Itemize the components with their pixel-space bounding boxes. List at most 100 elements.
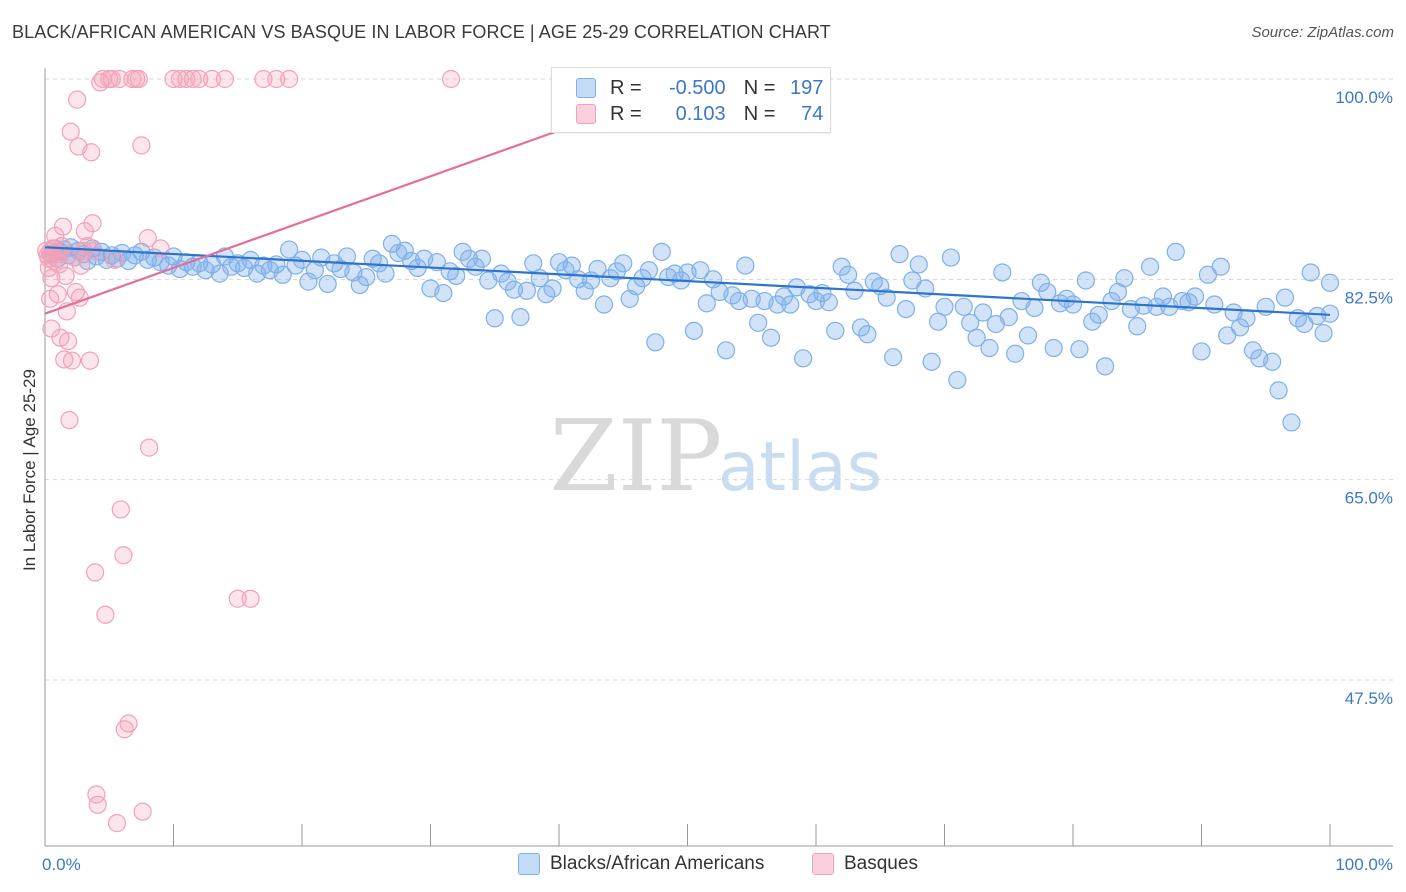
chart-title: BLACK/AFRICAN AMERICAN VS BASQUE IN LABO… (12, 22, 831, 42)
data-point-blacks (1320, 273, 1340, 292)
correlation-legend: R = -0.500 N = 197 R = 0.103 N = 74 (551, 67, 831, 133)
zipatlas-watermark: ZIP atlas (550, 400, 883, 514)
data-point-blacks (716, 341, 736, 360)
data-point-blacks (1314, 324, 1333, 343)
data-point-blacks (1006, 344, 1025, 363)
data-point-blacks (935, 297, 954, 316)
data-point-blacks (1031, 273, 1050, 292)
legend-n-label: N = (743, 76, 776, 99)
data-point-basques (56, 266, 75, 286)
data-point-blacks (588, 259, 607, 279)
data-point-blacks (1083, 312, 1102, 331)
data-point-blacks (941, 248, 961, 267)
data-point-blacks (434, 283, 453, 303)
data-point-blacks (954, 297, 973, 316)
data-point-blacks (1269, 381, 1288, 400)
data-point-blacks (922, 352, 941, 371)
axes (44, 68, 1393, 847)
data-point-basques (123, 69, 142, 89)
data-point-blacks (376, 264, 395, 283)
data-point-blacks (395, 241, 414, 260)
data-point-basques (280, 69, 299, 89)
legend-n-label: N = (743, 102, 776, 125)
data-point-blacks (691, 261, 710, 280)
data-point-blacks (684, 321, 704, 340)
data-point-blacks (781, 295, 800, 314)
data-point-basques (139, 438, 159, 457)
y-tick-label: 47.5% (1345, 689, 1393, 708)
data-point-blacks (485, 309, 504, 328)
data-point-blacks (909, 255, 928, 274)
data-point-blacks (472, 249, 491, 268)
data-point-basques (170, 69, 190, 89)
data-point-basques (241, 589, 260, 608)
data-point-basques (62, 351, 82, 370)
data-point-basques (52, 237, 71, 256)
data-point-blacks (697, 294, 716, 313)
data-point-basques (48, 285, 67, 304)
data-point-blacks (614, 254, 633, 273)
trend-line-basques (44, 127, 566, 315)
data-point-basques (254, 69, 273, 89)
legend-row-basques: R = 0.103 N = 74 (576, 102, 823, 126)
data-point-blacks (890, 245, 909, 264)
data-point-basques (228, 589, 247, 608)
data-point-blacks (999, 308, 1018, 327)
trend-line-blacks (44, 246, 1331, 316)
bottom-legend-swatch-blacks (518, 853, 540, 875)
legend-r-value: 0.103 (675, 102, 726, 125)
data-point-basques (68, 90, 87, 109)
data-point-blacks (543, 279, 562, 298)
data-point-basques (177, 69, 196, 89)
data-point-basques (132, 136, 151, 155)
data-point-basques (215, 69, 234, 89)
data-point-blacks (504, 280, 524, 299)
data-point-blacks (517, 281, 536, 300)
data-point-blacks (749, 313, 768, 332)
data-point-blacks (1218, 326, 1237, 345)
data-point-blacks (1192, 342, 1211, 361)
y-tick-label: 65.0% (1345, 489, 1393, 508)
data-point-blacks (1115, 269, 1134, 288)
data-point-blacks (299, 272, 318, 291)
grid-lines (45, 78, 1393, 681)
data-point-blacks (1025, 298, 1044, 318)
data-point-basques (80, 351, 100, 370)
data-point-blacks (1295, 314, 1314, 334)
data-point-blacks (851, 318, 871, 337)
bottom-legend-basques: Basques (812, 852, 918, 876)
data-point-blacks (967, 328, 986, 347)
data-point-blacks (1230, 318, 1250, 337)
data-point-blacks (639, 261, 659, 280)
data-point-blacks (1063, 295, 1083, 314)
data-point-blacks (1018, 326, 1038, 345)
y-tick-label: 82.5% (1345, 288, 1393, 307)
trend-lines (44, 127, 1331, 316)
y-axis-label: In Labor Force | Age 25-29 (20, 369, 39, 571)
data-point-basques (114, 546, 133, 565)
data-point-blacks (318, 274, 337, 294)
data-point-blacks (665, 264, 684, 283)
data-point-basques (202, 69, 222, 89)
data-point-blacks (993, 263, 1012, 282)
data-point-basques (119, 714, 138, 733)
data-point-blacks (839, 265, 858, 284)
bottom-legend-blacks: Blacks/African Americans (518, 852, 764, 876)
data-point-basques (83, 214, 102, 233)
data-point-blacks (357, 267, 376, 287)
data-point-blacks (1301, 263, 1320, 282)
data-point-blacks (1237, 309, 1256, 328)
data-point-basques (59, 332, 78, 351)
data-point-basques (129, 69, 148, 89)
data-point-basques (82, 143, 101, 162)
data-point-blacks (652, 242, 671, 261)
data-point-basques (164, 69, 183, 89)
data-point-basques (267, 69, 286, 89)
data-point-basques (88, 795, 107, 814)
data-point-basques (86, 563, 105, 582)
data-point-blacks (337, 247, 357, 266)
data-point-blacks (1096, 357, 1115, 376)
data-point-blacks (761, 328, 781, 347)
legend-swatch-basques (576, 104, 596, 124)
data-point-blacks (646, 333, 665, 352)
